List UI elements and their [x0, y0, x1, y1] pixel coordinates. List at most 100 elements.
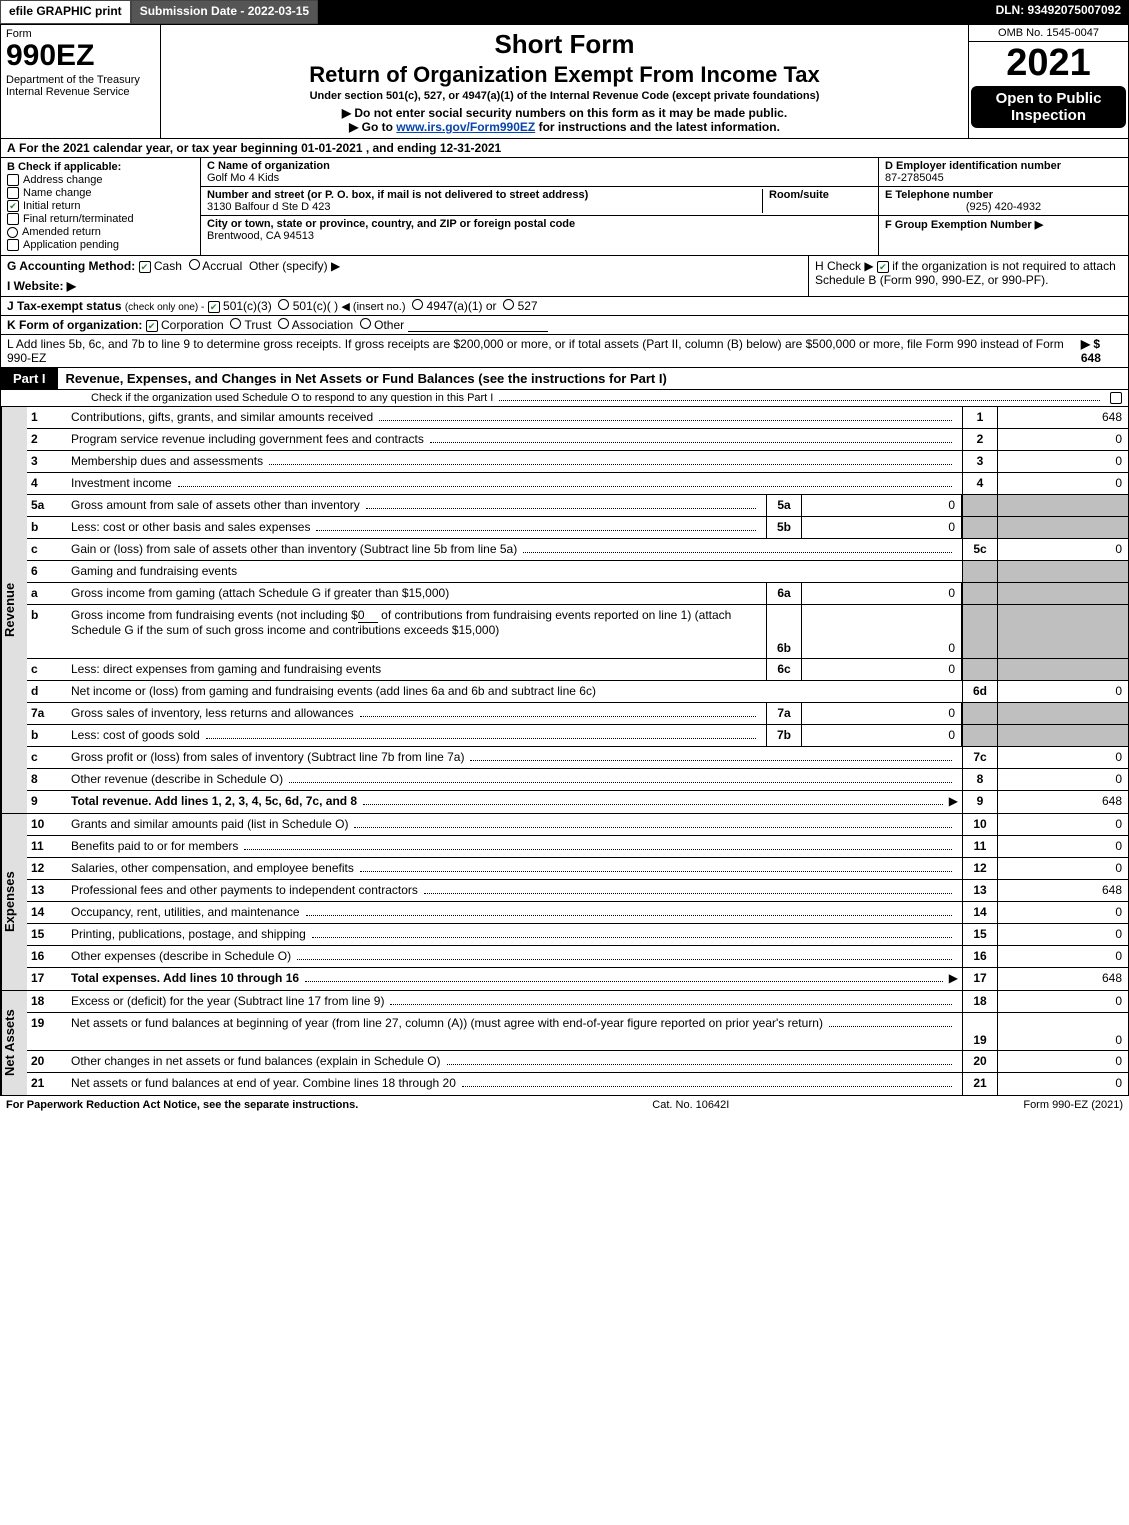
line-desc: Gross profit or (loss) from sales of inv…: [71, 750, 464, 764]
line-num: 16: [27, 946, 67, 967]
line-num: 17: [27, 968, 67, 990]
goto-suffix: for instructions and the latest informat…: [539, 120, 780, 134]
irs-link[interactable]: www.irs.gov/Form990EZ: [396, 120, 535, 134]
radio-trust[interactable]: [230, 318, 241, 329]
footer-left: For Paperwork Reduction Act Notice, see …: [6, 1099, 358, 1111]
line-bigval: 0: [998, 1013, 1128, 1050]
checkbox-schedule-o-part1[interactable]: [1110, 392, 1122, 404]
initial-return-label: Initial return: [23, 200, 80, 212]
line-num: 20: [27, 1051, 67, 1072]
shade-cell: [998, 659, 1128, 680]
radio-527[interactable]: [503, 299, 514, 310]
part-1-sub-label: Check if the organization used Schedule …: [91, 392, 493, 404]
f-group-exemption-label: F Group Exemption Number ▶: [885, 219, 1043, 231]
j-label: J Tax-exempt status: [7, 299, 122, 313]
e-phone-label: E Telephone number: [885, 189, 1122, 201]
line-bigval: 0: [998, 681, 1128, 702]
line-desc: Gross income from gaming (attach Schedul…: [71, 586, 449, 600]
net-assets-section: Net Assets 18Excess or (deficit) for the…: [1, 991, 1128, 1095]
line-desc: Less: direct expenses from gaming and fu…: [71, 662, 381, 676]
net-assets-rows: 18Excess or (deficit) for the year (Subt…: [27, 991, 1128, 1095]
net-assets-sidelabel: Net Assets: [1, 991, 27, 1095]
line-desc: Other changes in net assets or fund bala…: [71, 1054, 441, 1068]
checkbox-cash[interactable]: [139, 261, 151, 273]
checkbox-schedule-b-not-required[interactable]: [877, 261, 889, 273]
line-bignum: 8: [962, 769, 998, 790]
radio-4947a1[interactable]: [412, 299, 423, 310]
line-bignum: 21: [962, 1073, 998, 1095]
section-c: C Name of organization Golf Mo 4 Kids Nu…: [201, 158, 878, 255]
part-1-header: Part I Revenue, Expenses, and Changes in…: [1, 368, 1128, 390]
line-bignum: 14: [962, 902, 998, 923]
line-desc: Gross amount from sale of assets other t…: [71, 498, 360, 512]
line-desc: Less: cost of goods sold: [71, 728, 200, 742]
form-header: Form 990EZ Department of the Treasury In…: [1, 25, 1128, 139]
section-l: L Add lines 5b, 6c, and 7b to line 9 to …: [1, 335, 1128, 368]
line-bigval: 0: [998, 924, 1128, 945]
line-desc: Grants and similar amounts paid (list in…: [71, 817, 348, 831]
radio-association[interactable]: [278, 318, 289, 329]
radio-amended-return[interactable]: [7, 227, 18, 238]
line-smallval: 0: [802, 583, 962, 604]
checkbox-initial-return[interactable]: [7, 200, 19, 212]
line-desc: Benefits paid to or for members: [71, 839, 238, 853]
submission-date-button[interactable]: Submission Date - 2022-03-15: [131, 0, 318, 24]
revenue-rows: 1Contributions, gifts, grants, and simil…: [27, 407, 1128, 813]
e-phone-value: (925) 420-4932: [885, 201, 1122, 213]
line-bignum: 10: [962, 814, 998, 835]
other-specify-label: Other (specify) ▶: [249, 259, 340, 273]
line-smallnum: 7b: [766, 725, 802, 746]
final-return-label: Final return/terminated: [23, 213, 134, 225]
line-desc: Net assets or fund balances at beginning…: [71, 1016, 823, 1030]
checkbox-application-pending[interactable]: [7, 239, 19, 251]
shade-cell: [962, 517, 998, 538]
checkbox-name-change[interactable]: [7, 187, 19, 199]
footer-form-ref: Form 990-EZ (2021): [1023, 1099, 1123, 1111]
line-num: c: [27, 747, 67, 768]
line-desc: Less: cost or other basis and sales expe…: [71, 520, 310, 534]
j-4947a1: 4947(a)(1) or: [427, 299, 497, 313]
line-bignum: 19: [962, 1013, 998, 1050]
line-bignum: 13: [962, 880, 998, 901]
line-num: 6: [27, 561, 67, 582]
line-num: c: [27, 659, 67, 680]
line-bigval: 648: [998, 407, 1128, 428]
line-bigval: 0: [998, 946, 1128, 967]
street-label: Number and street (or P. O. box, if mail…: [207, 189, 762, 201]
row-a-text: For the 2021 calendar year, or tax year …: [19, 141, 501, 155]
line-smallval: 0: [802, 605, 962, 658]
section-g: G Accounting Method: Cash Accrual Other …: [1, 256, 808, 296]
k-label: K Form of organization:: [7, 318, 142, 332]
part-1-title: Revenue, Expenses, and Changes in Net As…: [58, 368, 1128, 389]
line-bignum: 16: [962, 946, 998, 967]
city-value: Brentwood, CA 94513: [207, 230, 872, 242]
ssn-warning: ▶ Do not enter social security numbers o…: [169, 106, 960, 120]
city-label: City or town, state or province, country…: [207, 218, 872, 230]
checkbox-address-change[interactable]: [7, 174, 19, 186]
line-num: b: [27, 517, 67, 538]
radio-501c[interactable]: [278, 299, 289, 310]
checkbox-501c3[interactable]: [208, 301, 220, 313]
line-smallnum: 6a: [766, 583, 802, 604]
line-smallnum: 5a: [766, 495, 802, 516]
l-text: L Add lines 5b, 6c, and 7b to line 9 to …: [7, 337, 1069, 365]
row-a: A For the 2021 calendar year, or tax yea…: [1, 139, 1128, 158]
radio-other-org[interactable]: [360, 318, 371, 329]
line-bigval: 0: [998, 1051, 1128, 1072]
line-num: 13: [27, 880, 67, 901]
tax-year: 2021: [969, 42, 1128, 84]
line-smallnum: 7a: [766, 703, 802, 724]
line-bigval: 0: [998, 769, 1128, 790]
line-smallnum: 6c: [766, 659, 802, 680]
radio-accrual[interactable]: [189, 259, 200, 270]
checkbox-corporation[interactable]: [146, 320, 158, 332]
section-j: J Tax-exempt status (check only one) - 5…: [1, 297, 1128, 316]
j-527: 527: [518, 299, 538, 313]
line-smallval: 0: [802, 725, 962, 746]
shade-cell: [998, 725, 1128, 746]
efile-print-button[interactable]: efile GRAPHIC print: [0, 0, 131, 24]
k-other-input[interactable]: [408, 320, 548, 332]
line-bignum: 20: [962, 1051, 998, 1072]
line-desc: Printing, publications, postage, and shi…: [71, 927, 306, 941]
checkbox-final-return[interactable]: [7, 213, 19, 225]
